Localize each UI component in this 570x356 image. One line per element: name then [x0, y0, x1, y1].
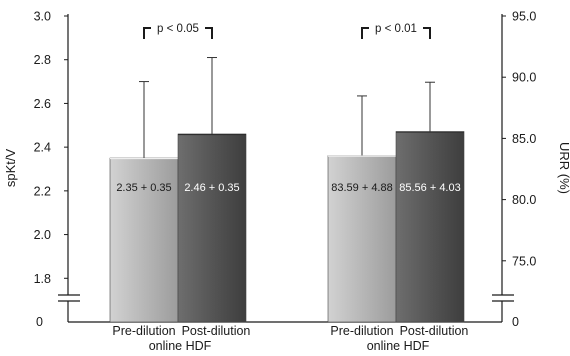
- bar-post-dilution-2: [395, 131, 465, 323]
- right-axis-origin-label: 0: [512, 315, 519, 329]
- bar-pre-dilution-2: [327, 155, 397, 323]
- left-tick-label: 2.6: [34, 97, 51, 111]
- right-axis-break: [490, 294, 516, 302]
- left-axis: 3.0 2.8 2.6 2.4 2.2 2.0 1.8 0 spKt/V: [3, 10, 82, 329]
- right-tick-label: 85.0: [512, 132, 536, 146]
- right-tick-label: 90.0: [512, 71, 536, 85]
- left-tick-label: 2.4: [34, 141, 51, 155]
- bar-value-label: 83.59 + 4.88: [331, 182, 392, 194]
- right-tick-label: 95.0: [512, 10, 536, 24]
- significance-label: p < 0.01: [375, 23, 417, 35]
- left-tick-label: 3.0: [34, 10, 51, 24]
- right-tick-label: 80.0: [512, 193, 536, 207]
- right-axis-title: URR (%): [557, 142, 570, 194]
- left-axis-title: spKt/V: [3, 149, 18, 188]
- right-axis-ticks: 95.0 90.0 85.0 80.0 75.0: [502, 10, 536, 268]
- significance-label: p < 0.05: [157, 23, 199, 35]
- bar-value-label: 85.56 + 4.03: [399, 182, 460, 194]
- significance-label-bg: [369, 20, 423, 34]
- category-label-group-1: online HDF: [149, 339, 212, 353]
- right-axis: 95.0 90.0 85.0 80.0 75.0 0 URR (%): [490, 10, 570, 329]
- left-axis-ticks: 3.0 2.8 2.6 2.4 2.2 2.0 1.8: [34, 10, 68, 286]
- category-label-group-2: online HDF: [367, 339, 430, 353]
- left-tick-label: 2.0: [34, 228, 51, 242]
- category-label-post-2: Post-dilution: [400, 324, 469, 338]
- category-label-post-1: Post-dilution: [182, 324, 251, 338]
- left-tick-label: 1.8: [34, 272, 51, 286]
- bars: 2.35 + 0.35 2.46 + 0.35 p < 0.05 83.59 + 4.…: [109, 20, 465, 323]
- left-tick-label: 2.2: [34, 184, 51, 198]
- left-tick-label: 2.8: [34, 53, 51, 67]
- right-tick-label: 75.0: [512, 254, 536, 268]
- significance-label-bg: [151, 20, 205, 34]
- left-axis-origin-label: 0: [36, 315, 43, 329]
- bar-post-dilution-1: [177, 133, 247, 323]
- category-label-pre-2: Pre-dilution: [330, 324, 393, 338]
- category-labels: Pre-dilution Post-dilution online HDF Pr…: [112, 324, 468, 353]
- category-label-pre-1: Pre-dilution: [112, 324, 175, 338]
- bar-value-label: 2.35 + 0.35: [116, 182, 171, 194]
- left-axis-break: [56, 294, 82, 302]
- bar-value-label: 2.46 + 0.35: [184, 182, 239, 194]
